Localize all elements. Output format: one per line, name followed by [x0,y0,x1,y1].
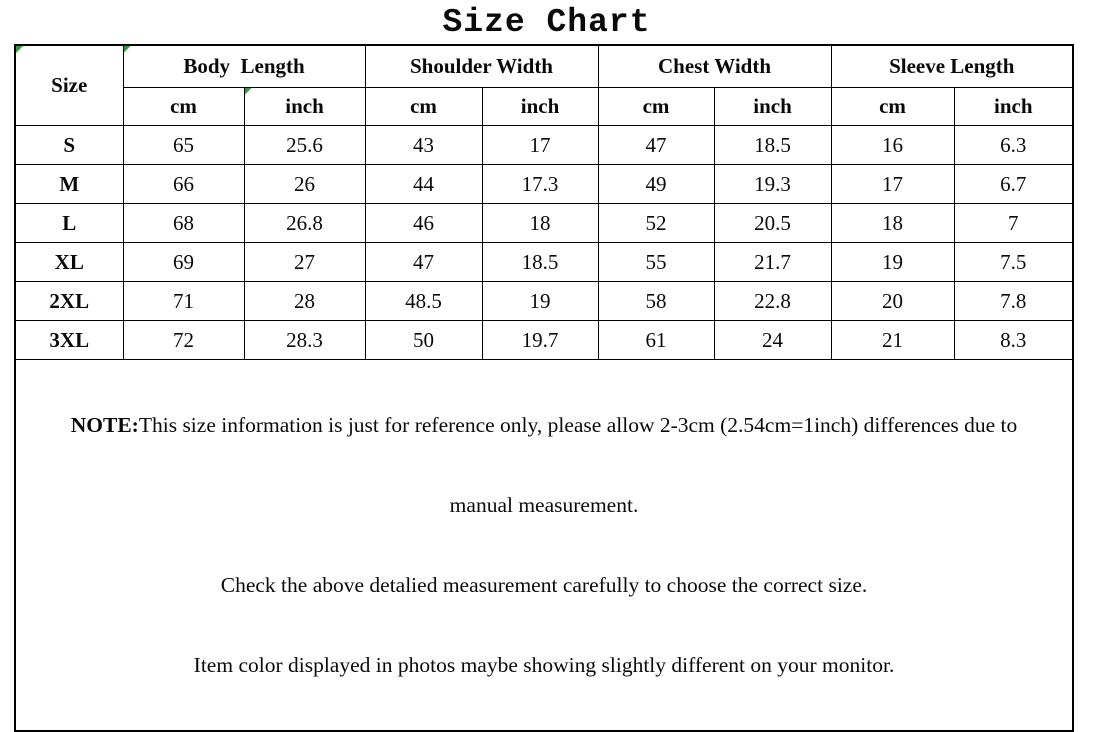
note-row: NOTE:This size information is just for r… [14,359,1074,732]
measurement-cell: 19.3 [713,164,832,204]
column-group-chest-width: Chest Width [597,44,832,88]
measurement-cell: 18.5 [713,125,832,165]
measurement-cell: 18.5 [481,242,599,282]
measurement-cell: 8.3 [953,320,1074,360]
row-header-size: 3XL [14,320,124,360]
measurement-cell: 55 [597,242,715,282]
measurement-cell: 71 [122,281,245,321]
measurement-cell: 26 [243,164,366,204]
measurement-cell: 18 [830,203,955,243]
note-prefix: NOTE: [70,413,139,437]
note-line-3: Check the above detalied measurement car… [220,573,868,597]
measurement-cell: 21 [830,320,955,360]
measurement-cell: 19 [481,281,599,321]
column-group-sleeve-length: Sleeve Length [830,44,1074,88]
measurement-cell: 52 [597,203,715,243]
row-header-size: XL [14,242,124,282]
measurement-cell: 18 [481,203,599,243]
note-line-4: Item color displayed in photos maybe sho… [193,653,895,677]
unit-header-body-length-inch: inch [243,87,366,126]
header-group-row: Size Body Length Shoulder Width Chest Wi… [14,44,1074,126]
note-line-1: NOTE:This size information is just for r… [16,410,1072,440]
measurement-cell: 28 [243,281,366,321]
measurement-cell: 17.3 [481,164,599,204]
column-header-size: Size [14,44,124,126]
row-header-size: L [14,203,124,243]
unit-header-chest-width-inch: inch [713,87,832,126]
note-line-1-text: This size information is just for refere… [138,413,1018,437]
column-group-body-length: Body Length [122,44,366,88]
header-units-row: cm inch cm inch cm inch cm inch [15,87,1074,126]
measurement-cell: 22.8 [713,281,832,321]
measurement-cell: 20 [830,281,955,321]
note-cell: NOTE:This size information is just for r… [14,359,1074,732]
measurement-cell: 25.6 [243,125,366,165]
measurement-cell: 20.5 [713,203,832,243]
size-row: M 66 26 44 17.3 49 19.3 17 6.7 [14,164,1074,204]
measurement-cell: 7.5 [953,242,1074,282]
measurement-cell: 61 [597,320,715,360]
unit-header-sleeve-length-cm: cm [830,87,955,126]
measurement-cell: 7 [953,203,1074,243]
row-header-size: S [14,125,124,165]
measurement-cell: 66 [122,164,245,204]
unit-header-sleeve-length-inch: inch [953,87,1074,126]
measurement-cell: 16 [830,125,955,165]
size-chart-table: Size Body Length Shoulder Width Chest Wi… [14,44,1075,732]
measurement-cell: 19 [830,242,955,282]
measurement-cell: 44 [364,164,483,204]
note-line-2: manual measurement. [449,493,639,517]
measurement-cell: 49 [597,164,715,204]
measurement-cell: 27 [243,242,366,282]
measurement-cell: 26.8 [243,203,366,243]
measurement-cell: 46 [364,203,483,243]
measurement-cell: 24 [713,320,832,360]
measurement-cell: 19.7 [481,320,599,360]
size-row: 3XL 72 28.3 50 19.7 61 24 21 8.3 [14,320,1074,360]
measurement-cell: 47 [364,242,483,282]
measurement-cell: 47 [597,125,715,165]
measurement-cell: 65 [122,125,245,165]
measurement-cell: 6.3 [953,125,1074,165]
row-header-size: M [14,164,124,204]
row-header-size: 2XL [14,281,124,321]
measurement-cell: 72 [122,320,245,360]
measurement-cell: 69 [122,242,245,282]
unit-header-shoulder-width-cm: cm [364,87,483,126]
measurement-cell: 21.7 [713,242,832,282]
size-row: 2XL 71 28 48.5 19 58 22.8 20 7.8 [14,281,1074,321]
measurement-cell: 50 [364,320,483,360]
size-rows-body: S 65 25.6 43 17 47 18.5 16 6.3 M 66 26 44 17.3 49 19.3 1… [14,125,1074,360]
column-group-shoulder-width: Shoulder Width [364,44,599,88]
measurement-cell: 28.3 [243,320,366,360]
measurement-cell: 17 [830,164,955,204]
size-row: L 68 26.8 46 18 52 20.5 18 7 [14,203,1074,243]
measurement-cell: 48.5 [364,281,483,321]
measurement-cell: 68 [122,203,245,243]
page-title: Size Chart [442,4,651,41]
size-row: S 65 25.6 43 17 47 18.5 16 6.3 [14,125,1074,165]
measurement-cell: 43 [364,125,483,165]
unit-header-chest-width-cm: cm [597,87,715,126]
size-row: XL 69 27 47 18.5 55 21.7 19 7.5 [14,242,1074,282]
measurement-cell: 58 [597,281,715,321]
measurement-cell: 7.8 [953,281,1074,321]
unit-header-shoulder-width-inch: inch [481,87,599,126]
measurement-cell: 6.7 [953,164,1074,204]
measurement-cell: 17 [481,125,599,165]
unit-header-body-length-cm: cm [122,87,245,126]
